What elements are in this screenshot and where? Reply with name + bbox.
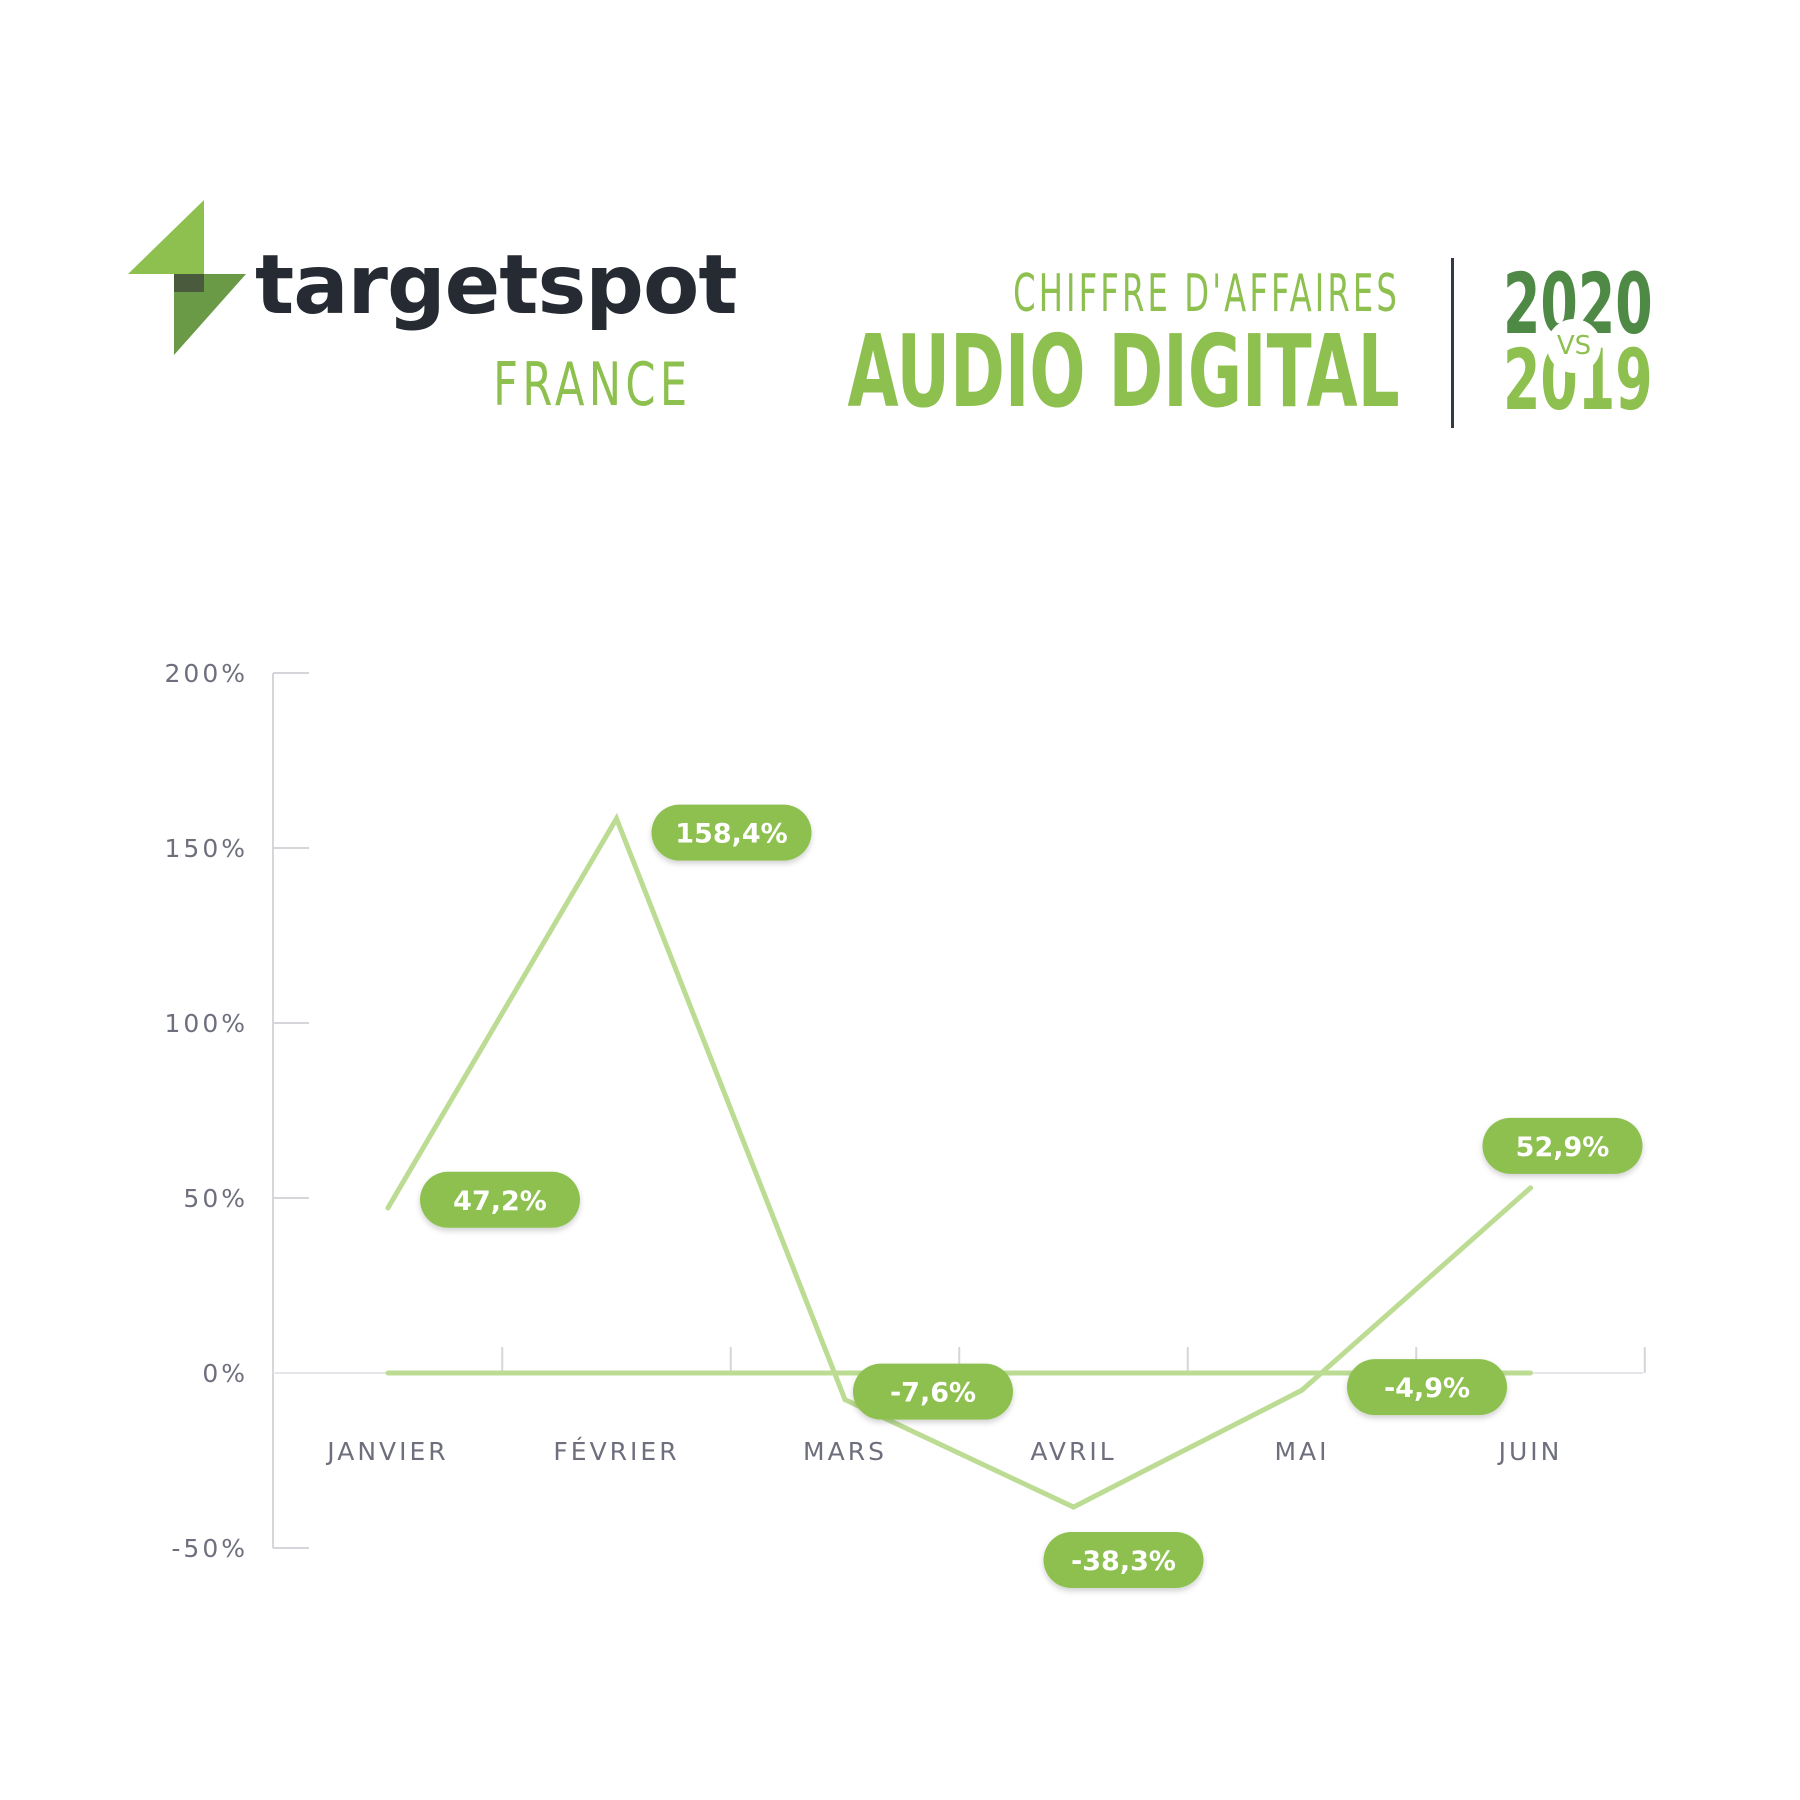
y-tick-label: -50% <box>171 1534 248 1563</box>
y-tick-label: 50% <box>183 1184 248 1213</box>
data-point <box>385 1205 391 1211</box>
data-label: 158,4% <box>675 819 787 850</box>
x-tick-label: MARS <box>803 1437 887 1466</box>
data-label-bg <box>420 1171 580 1228</box>
data-label-pill: 47,2% <box>420 1171 580 1228</box>
data-label: -7,6% <box>890 1378 976 1409</box>
data-label-bg <box>1347 1359 1507 1416</box>
brand-country: FRANCE <box>493 350 692 420</box>
series-line <box>385 812 1533 1510</box>
chart-axes: 200% 150% 100% 50% 0% -50% JANVIER FÉVRIER MARS A… <box>165 659 1646 1563</box>
y-tick-label: 100% <box>165 1009 248 1038</box>
y-tick-label: 200% <box>165 659 248 688</box>
data-label-pill: -7,6% <box>853 1363 1013 1420</box>
data-point <box>1528 1185 1533 1191</box>
data-label-pill: 158,4% <box>651 804 812 861</box>
data-label-pill: -38,3% <box>1043 1532 1204 1589</box>
data-label-bg <box>651 804 812 861</box>
x-tick-label: MAI <box>1274 1437 1329 1466</box>
y-tick-label: 0% <box>202 1359 248 1388</box>
data-label-pill: -4,9% <box>1347 1359 1507 1416</box>
data-label-bg <box>853 1363 1013 1420</box>
x-tick-label: AVRIL <box>1030 1437 1116 1466</box>
x-tick-label: JUIN <box>1497 1437 1563 1466</box>
data-label: -4,9% <box>1384 1373 1470 1404</box>
data-point <box>1299 1387 1305 1393</box>
y-tick-label: 150% <box>165 834 248 863</box>
data-label-pill: 52,9% <box>1482 1117 1643 1174</box>
data-point <box>842 1397 848 1403</box>
data-labels: 47,2% 158,4% -7,6% -38,3% -4,9% 52,9% <box>420 804 1643 1589</box>
brand-name: targetspot <box>255 238 738 333</box>
data-label: 52,9% <box>1516 1132 1610 1163</box>
data-label-bg <box>1482 1117 1643 1174</box>
data-point <box>614 816 619 822</box>
chart-subtitle: CHIFFRE D'AFFAIRES <box>1013 264 1400 324</box>
x-tick-label: JANVIER <box>325 1437 448 1466</box>
title-divider <box>1451 258 1454 428</box>
data-label: 47,2% <box>453 1186 547 1217</box>
data-label-bg <box>1043 1532 1204 1589</box>
targetspot-logo <box>128 200 246 355</box>
data-point <box>1071 1504 1076 1510</box>
vs-badge: VS <box>1547 319 1601 373</box>
chart-title: AUDIO DIGITAL <box>847 313 1400 430</box>
data-label: -38,3% <box>1071 1546 1176 1577</box>
x-tick-label: FÉVRIER <box>553 1437 679 1466</box>
